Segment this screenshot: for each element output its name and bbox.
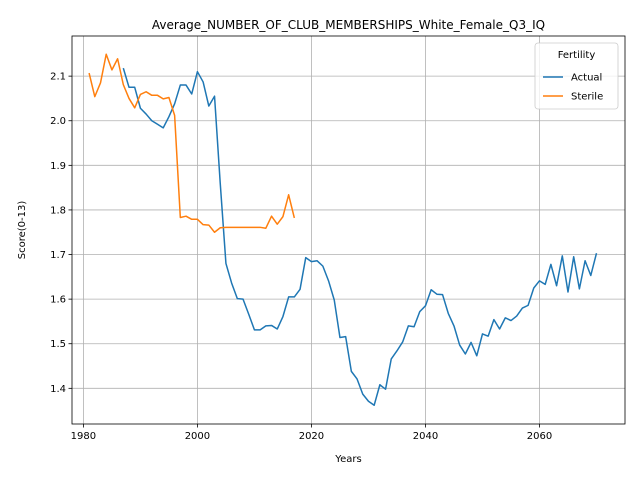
series-line-actual	[122, 67, 598, 407]
y-axis-label: Score(0-13)	[17, 201, 28, 260]
chart-title: Average_NUMBER_OF_CLUB_MEMBERSHIPS_White…	[152, 18, 545, 32]
y-axis-ticks: 1.4 1.5 1.6 1.7 1.8 1.9 2.0 2.1	[50, 72, 72, 395]
y-tick-label: 1.5	[50, 339, 66, 350]
legend-label-sterile: Sterile	[571, 92, 603, 103]
x-tick-label: 2040	[413, 431, 438, 442]
y-tick-label: 1.7	[50, 250, 66, 261]
legend: Fertility Actual Sterile	[534, 42, 619, 110]
x-axis-label: Years	[334, 454, 361, 465]
legend-box	[534, 42, 619, 110]
y-tick-label: 1.4	[50, 384, 66, 395]
x-tick-label: 2060	[527, 431, 552, 442]
series-line-sterile	[88, 53, 296, 233]
x-tick-label: 1980	[71, 431, 96, 442]
y-tick-label: 1.8	[50, 205, 66, 216]
grid-lines	[72, 36, 625, 424]
x-tick-label: 2000	[185, 431, 210, 442]
legend-title: Fertility	[558, 50, 596, 61]
legend-label-actual: Actual	[571, 73, 602, 84]
series-layer	[88, 53, 598, 407]
x-axis-ticks: 1980 2000 2020 2040 2060	[71, 424, 552, 442]
y-tick-label: 2.0	[50, 116, 66, 127]
y-tick-label: 2.1	[50, 72, 66, 83]
y-tick-label: 1.6	[50, 295, 66, 306]
plot-frame	[71, 35, 626, 425]
x-tick-label: 2020	[299, 431, 324, 442]
y-tick-label: 1.9	[50, 161, 66, 172]
